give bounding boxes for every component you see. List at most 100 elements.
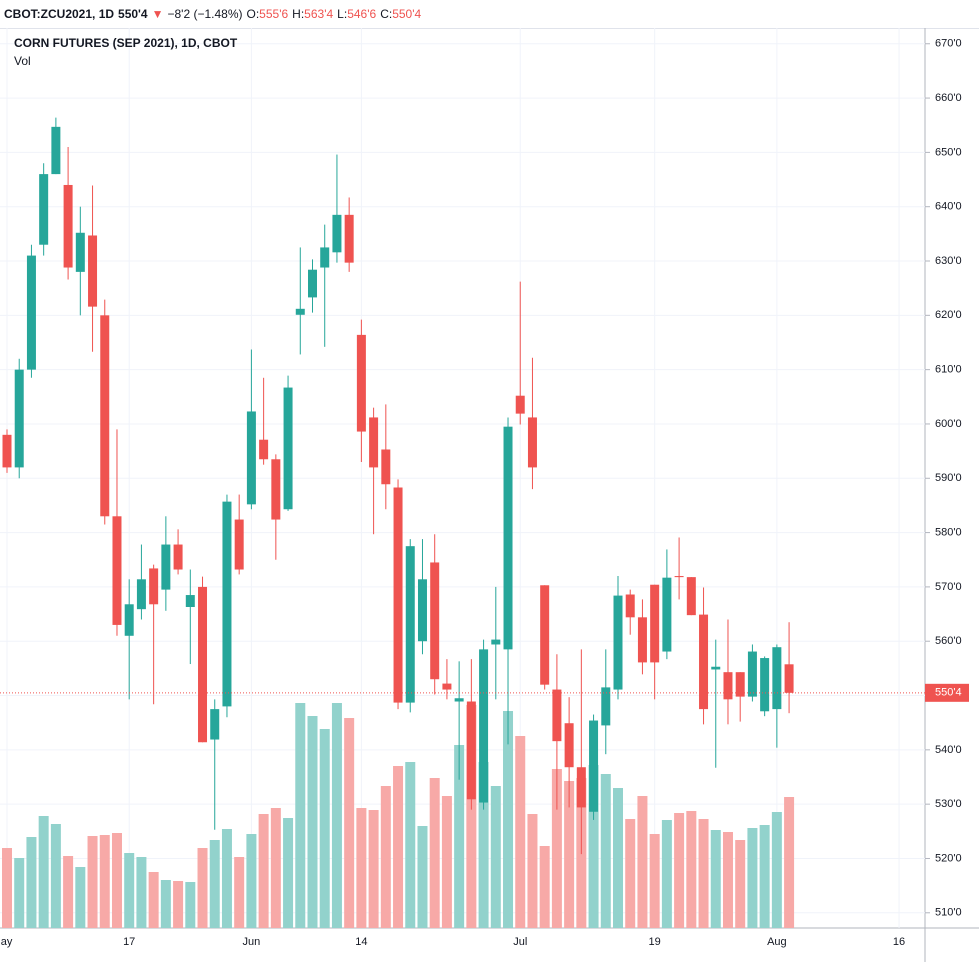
- y-tick-label: 640'0: [935, 201, 962, 213]
- candle-body: [760, 658, 770, 712]
- volume-bar: [368, 810, 379, 928]
- volume-bar: [771, 812, 782, 928]
- candle-body: [662, 577, 672, 652]
- x-tick-label: 16: [893, 936, 905, 948]
- volume-bar: [441, 796, 452, 928]
- volume-bar: [111, 833, 122, 928]
- y-tick-label: 660'0: [935, 92, 962, 104]
- candle-body: [39, 174, 49, 245]
- volume-bar: [124, 853, 135, 928]
- candle-body: [198, 586, 208, 743]
- y-tick-label: 530'0: [935, 798, 962, 810]
- candle-body: [515, 395, 525, 414]
- x-tick-label: 19: [649, 936, 661, 948]
- volume-bar: [747, 828, 758, 928]
- candle-body: [625, 594, 635, 618]
- candle-body: [112, 516, 122, 625]
- candle-body: [589, 720, 599, 812]
- volume-bar: [87, 836, 98, 928]
- y-tick-label: 580'0: [935, 526, 962, 538]
- volume-bar: [661, 820, 672, 928]
- price: 550'4: [118, 7, 148, 21]
- x-tick-label: Aug: [767, 936, 787, 948]
- y-tick-label: 570'0: [935, 581, 962, 593]
- y-tick-label: 520'0: [935, 852, 962, 864]
- header: CBOT:ZCU2021, 1D 550'4 ▼ −8'2 (−1.48%) O:555…: [0, 0, 425, 28]
- candle-body: [723, 672, 733, 700]
- candle-body: [479, 649, 489, 803]
- x-tick-label: 17: [123, 936, 135, 948]
- candle-body: [210, 709, 220, 740]
- volume-bar: [356, 808, 367, 928]
- volume-bar: [63, 856, 74, 928]
- candle-body: [100, 315, 110, 517]
- candle-body: [650, 584, 660, 663]
- candle-body: [674, 576, 684, 578]
- y-tick-label: 600'0: [935, 418, 962, 430]
- candle-body: [308, 269, 317, 298]
- volume-bar: [99, 835, 110, 928]
- volume-bar: [613, 788, 623, 928]
- candle-body: [26, 255, 36, 370]
- volume-bar: [588, 765, 599, 928]
- candle-body: [344, 214, 354, 263]
- candle-body: [430, 562, 440, 680]
- volume-bar: [75, 867, 86, 928]
- candle-body: [63, 184, 73, 268]
- candle-body: [14, 369, 24, 468]
- volume-bar: [490, 786, 501, 928]
- candle-body: [51, 126, 61, 175]
- y-tick-label: 670'0: [935, 38, 962, 50]
- volume-bar: [784, 797, 795, 928]
- l-label: L:: [337, 7, 348, 21]
- volume-bar: [417, 826, 428, 928]
- volume-bar: [185, 882, 196, 928]
- volume-bar: [466, 705, 477, 928]
- candle-body: [491, 639, 501, 645]
- candle-body: [747, 651, 757, 697]
- candle-body: [259, 439, 269, 460]
- candle-body: [735, 672, 745, 697]
- y-tick-label: 620'0: [935, 309, 962, 321]
- volume-bar: [698, 819, 709, 928]
- volume-bar: [160, 880, 171, 928]
- candle-body: [136, 579, 146, 610]
- volume-bar: [234, 857, 245, 928]
- volume-bar: [649, 834, 660, 928]
- candle-body: [271, 459, 281, 520]
- volume-bar: [674, 813, 685, 928]
- volume-bar: [515, 736, 526, 928]
- x-tick-label: 14: [355, 936, 367, 948]
- y-tick-label: 540'0: [935, 744, 962, 756]
- volume-bar: [478, 762, 489, 928]
- y-tick-label: 650'0: [935, 146, 962, 158]
- chart-title: CORN FUTURES (SEP 2021), 1D, CBOT: [14, 36, 238, 50]
- volume-bar: [454, 745, 465, 928]
- volume-label: Vol: [14, 54, 31, 68]
- candle-body: [637, 617, 647, 663]
- candle-body: [784, 664, 794, 693]
- candle-body: [540, 585, 550, 685]
- candle-body: [369, 417, 379, 468]
- volume-bar: [50, 824, 61, 928]
- volume-bar: [429, 778, 440, 928]
- symbol: CBOT:ZCU2021, 1D: [4, 7, 115, 21]
- x-tick-label: May: [0, 936, 13, 948]
- volume-bar: [539, 846, 550, 928]
- c-label: C:: [380, 7, 393, 21]
- candle-body: [454, 698, 464, 702]
- volume-bar: [686, 811, 697, 928]
- volume-bar: [319, 729, 330, 928]
- volume-bar: [209, 840, 220, 928]
- arrow: ▼: [151, 7, 164, 21]
- last-price-box: [925, 683, 969, 702]
- candle-body: [552, 689, 562, 742]
- top-border: [0, 28, 979, 29]
- volume-bar: [393, 766, 404, 928]
- candle-body: [356, 334, 366, 432]
- candle-body: [576, 767, 586, 808]
- candle-body: [699, 614, 709, 710]
- candle-body: [173, 544, 183, 570]
